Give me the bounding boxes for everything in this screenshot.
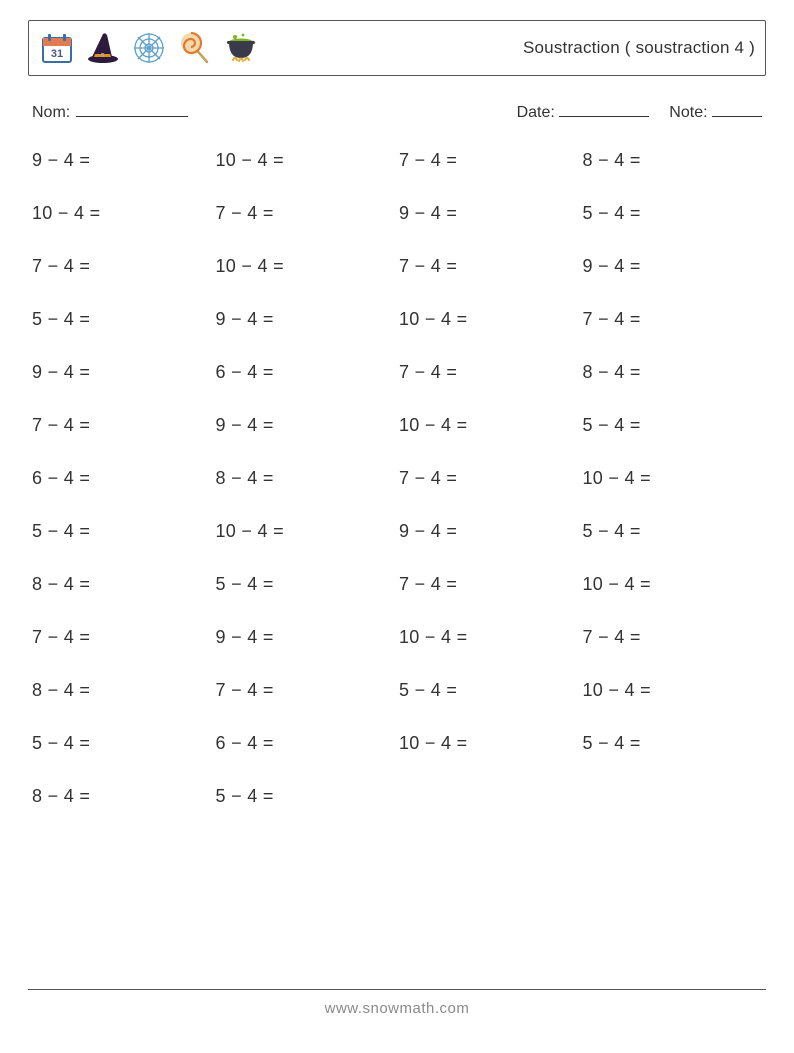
problem: [399, 786, 583, 807]
problem: 7 − 4 =: [583, 627, 767, 648]
problem: 9 − 4 =: [583, 256, 767, 277]
witch-hat-icon: [85, 30, 121, 66]
problem: 10 − 4 =: [399, 733, 583, 754]
problem: 5 − 4 =: [32, 733, 216, 754]
problem: 10 − 4 =: [32, 203, 216, 224]
date-label: Date:: [517, 104, 555, 121]
spider-web-icon: [131, 30, 167, 66]
problem: 7 − 4 =: [399, 468, 583, 489]
date-blank[interactable]: [559, 100, 649, 117]
problem: 8 − 4 =: [32, 786, 216, 807]
name-label: Nom:: [32, 104, 70, 122]
date-field: Date:: [517, 100, 650, 122]
problem: 5 − 4 =: [32, 309, 216, 330]
problem: 7 − 4 =: [399, 256, 583, 277]
problem: 10 − 4 =: [399, 309, 583, 330]
problem: 9 − 4 =: [399, 521, 583, 542]
problem: 5 − 4 =: [216, 786, 400, 807]
problem: 9 − 4 =: [216, 309, 400, 330]
problem: 10 − 4 =: [399, 415, 583, 436]
problem: 9 − 4 =: [32, 362, 216, 383]
note-field: Note:: [669, 100, 762, 122]
problem: 7 − 4 =: [32, 415, 216, 436]
problem: 9 − 4 =: [32, 150, 216, 171]
lollipop-icon: [177, 30, 213, 66]
problem: 5 − 4 =: [216, 574, 400, 595]
problem: 8 − 4 =: [32, 574, 216, 595]
header-icons: 31: [39, 30, 259, 66]
problem: 7 − 4 =: [32, 627, 216, 648]
problem: 10 − 4 =: [216, 256, 400, 277]
problem: 7 − 4 =: [583, 309, 767, 330]
problem: 5 − 4 =: [32, 521, 216, 542]
problem: 8 − 4 =: [583, 362, 767, 383]
problem: 5 − 4 =: [583, 415, 767, 436]
problem: 5 − 4 =: [583, 521, 767, 542]
worksheet-page: 31: [0, 0, 794, 1053]
footer-rule: [28, 989, 766, 990]
problem: 6 − 4 =: [216, 733, 400, 754]
calendar-icon: 31: [39, 30, 75, 66]
problem: 7 − 4 =: [399, 362, 583, 383]
problem: 7 − 4 =: [399, 574, 583, 595]
svg-text:31: 31: [51, 48, 63, 60]
note-blank[interactable]: [712, 100, 762, 117]
problem: 8 − 4 =: [583, 150, 767, 171]
problem: 6 − 4 =: [216, 362, 400, 383]
worksheet-title: Soustraction ( soustraction 4 ): [523, 38, 755, 58]
problem: [583, 786, 767, 807]
problem: 10 − 4 =: [216, 521, 400, 542]
meta-row: Nom: Date: Note:: [28, 100, 766, 122]
footer: www.snowmath.com: [28, 989, 766, 1017]
problems-grid: 9 − 4 =10 − 4 =7 − 4 =8 − 4 =10 − 4 =7 −…: [28, 150, 766, 807]
problem: 7 − 4 =: [32, 256, 216, 277]
header-box: 31: [28, 20, 766, 76]
problem: 7 − 4 =: [216, 203, 400, 224]
name-blank[interactable]: [76, 100, 188, 117]
problem: 9 − 4 =: [216, 415, 400, 436]
problem: 8 − 4 =: [32, 680, 216, 701]
problem: 10 − 4 =: [583, 680, 767, 701]
problem: 9 − 4 =: [399, 203, 583, 224]
note-label: Note:: [669, 104, 707, 121]
name-field: Nom:: [32, 100, 188, 122]
problem: 7 − 4 =: [216, 680, 400, 701]
problem: 10 − 4 =: [583, 574, 767, 595]
problem: 10 − 4 =: [583, 468, 767, 489]
problem: 7 − 4 =: [399, 150, 583, 171]
problem: 5 − 4 =: [399, 680, 583, 701]
cauldron-icon: [223, 30, 259, 66]
problem: 5 − 4 =: [583, 733, 767, 754]
problem: 10 − 4 =: [399, 627, 583, 648]
footer-text: www.snowmath.com: [28, 1000, 766, 1017]
problem: 9 − 4 =: [216, 627, 400, 648]
problem: 10 − 4 =: [216, 150, 400, 171]
problem: 5 − 4 =: [583, 203, 767, 224]
problem: 8 − 4 =: [216, 468, 400, 489]
problem: 6 − 4 =: [32, 468, 216, 489]
